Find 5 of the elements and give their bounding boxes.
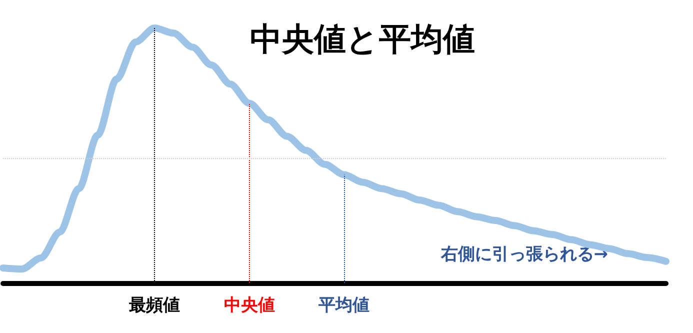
annotation: 右側に引っ張られる→	[440, 244, 608, 264]
x-tick-label: 最頻値	[128, 296, 180, 316]
x-tick-label: 中央値	[224, 296, 275, 316]
chart-title: 中央値と平均値	[250, 20, 475, 58]
x-tick-label: 平均値	[317, 296, 370, 316]
